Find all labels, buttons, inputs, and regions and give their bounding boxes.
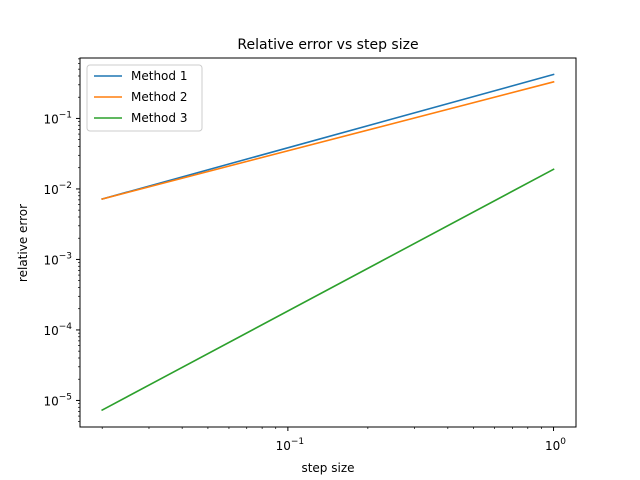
x-axis: 10−1 100 (101, 427, 566, 453)
series-line-3 (101, 168, 555, 412)
legend: Method 1 Method 2 Method 3 (86, 64, 203, 132)
y-tick-label: 10−3 (43, 251, 72, 267)
y-axis: 10−5 10−4 10−3 10−2 10−1 (43, 58, 80, 423)
y-tick-label: 10−2 (43, 181, 72, 197)
x-axis-label: step size (301, 461, 354, 475)
y-tick-label: 10−5 (43, 392, 72, 408)
plot-frame (79, 57, 577, 428)
series-line-1 (101, 73, 555, 200)
x-tick-label: 10−1 (276, 437, 305, 453)
y-tick-label: 10−1 (43, 110, 72, 126)
legend-label-3: Method 3 (131, 111, 187, 125)
legend-label-1: Method 1 (131, 69, 187, 83)
legend-box (86, 64, 203, 132)
y-axis-label: relative error (16, 204, 30, 282)
plot-area: 10−1 100 10−5 10−4 10−3 10−2 10−1 (43, 57, 577, 453)
chart-title: Relative error vs step size (237, 37, 418, 53)
series-layer (101, 73, 555, 412)
series-line-2 (101, 80, 555, 200)
legend-label-2: Method 2 (131, 90, 187, 104)
x-tick-label: 100 (545, 437, 566, 453)
y-tick-label: 10−4 (43, 322, 72, 338)
